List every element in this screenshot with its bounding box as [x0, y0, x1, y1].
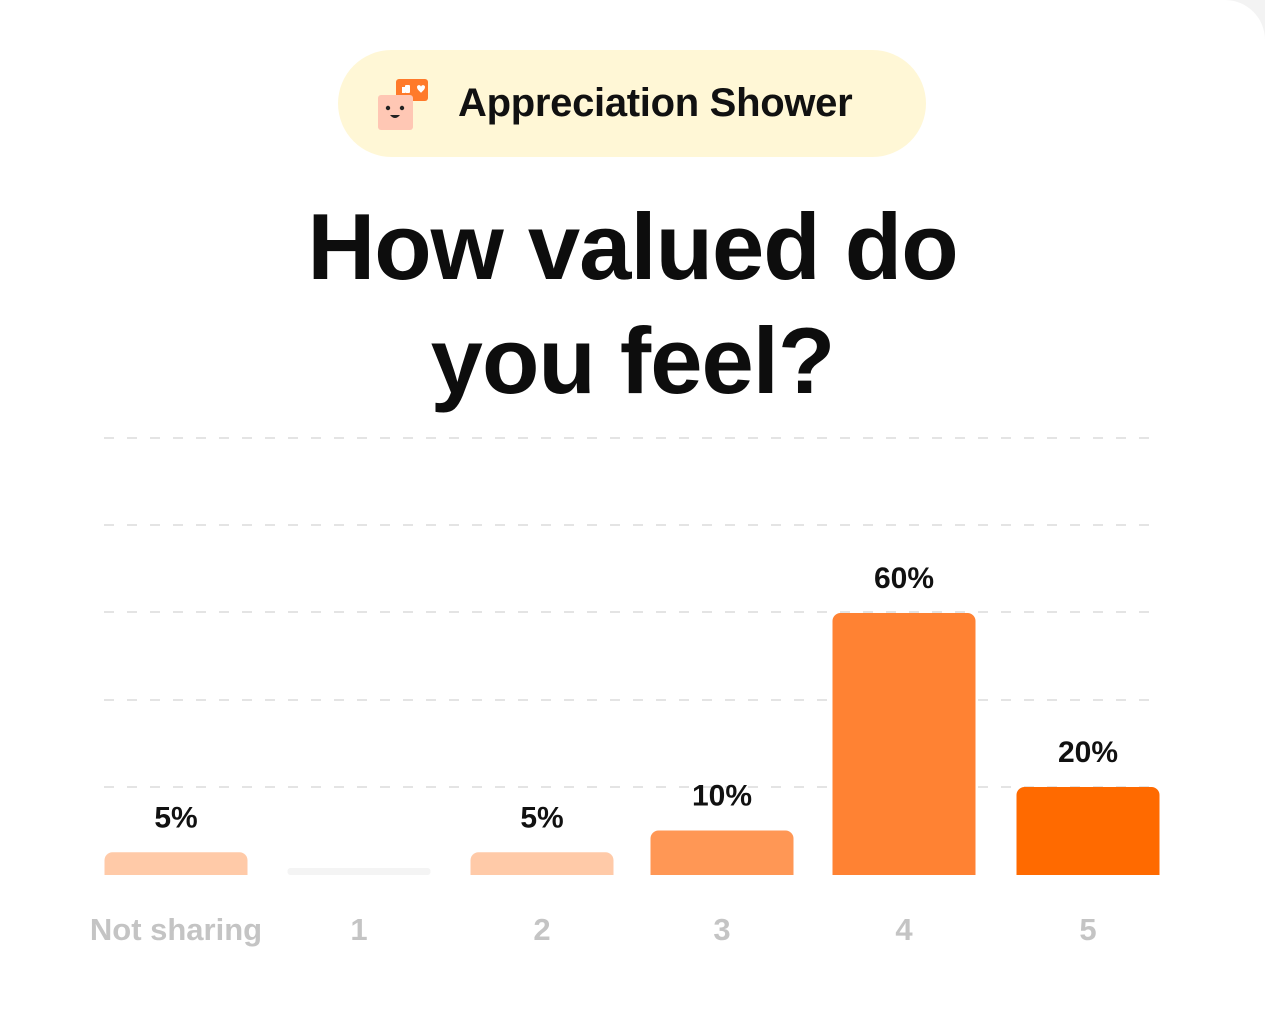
bar-value-label: 60% — [874, 562, 934, 595]
bar-base — [650, 865, 794, 875]
bar-value-label: 20% — [1058, 736, 1118, 769]
bar-value-label: 5% — [154, 801, 197, 834]
chat-face-icon — [378, 79, 428, 130]
x-tick-label: 5 — [1079, 912, 1096, 947]
bar — [650, 830, 794, 875]
question-title-line-1: How valued do — [307, 194, 958, 299]
x-tick-label: 3 — [713, 912, 730, 947]
bar — [1016, 787, 1160, 875]
bar-value-label: 5% — [520, 801, 563, 834]
x-tick-label: Not sharing — [90, 912, 262, 947]
x-tick-label: 2 — [533, 912, 550, 947]
bar-base — [470, 865, 614, 875]
activity-badge-label: Appreciation Shower — [458, 81, 853, 125]
bar — [832, 613, 976, 875]
bar — [287, 868, 431, 875]
bar-base — [104, 865, 248, 875]
x-tick-label: 4 — [895, 912, 913, 947]
activity-badge: Appreciation Shower — [338, 50, 926, 157]
bar-base — [832, 865, 976, 875]
question-title: How valued do you feel? — [0, 190, 1265, 418]
bar-value-label: 10% — [692, 780, 752, 813]
question-title-line-2: you feel? — [430, 308, 836, 413]
x-tick-label: 1 — [350, 912, 367, 947]
bar-base — [1016, 865, 1160, 875]
